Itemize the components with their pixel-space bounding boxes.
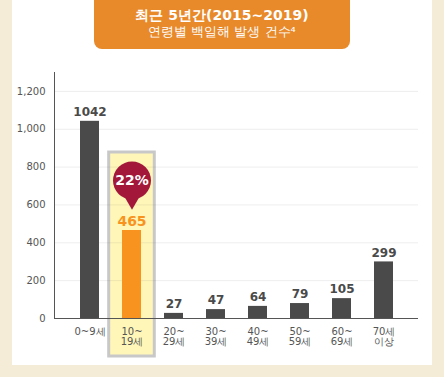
svg-text:1,200: 1,200: [17, 86, 46, 97]
svg-text:30~39세: 30~39세: [205, 326, 228, 347]
svg-text:400: 400: [26, 237, 45, 248]
html-text:최근 5년간(2015~2019): 최근 5년간(2015~2019): [135, 7, 309, 23]
svg-text:40~49세: 40~49세: [247, 326, 270, 347]
svg-text:0: 0: [39, 313, 45, 324]
svg-text:60~69세: 60~69세: [331, 326, 354, 347]
svg-text:1042: 1042: [73, 105, 106, 119]
svg-text:0~9세: 0~9세: [74, 326, 105, 337]
svg-text:600: 600: [26, 199, 45, 210]
svg-text:105: 105: [329, 282, 354, 296]
svg-text:20~29세: 20~29세: [163, 326, 186, 347]
html-text:연령별 백일해 발생 건수⁴: 연령별 백일해 발생 건수⁴: [148, 24, 296, 40]
svg-text:299: 299: [371, 246, 396, 260]
svg-text:27: 27: [166, 297, 183, 311]
svg-text:70세이상: 70세이상: [373, 326, 396, 347]
svg-text:47: 47: [208, 293, 225, 307]
svg-text:465: 465: [117, 213, 146, 229]
svg-text:64: 64: [250, 290, 267, 304]
svg-text:79: 79: [292, 287, 309, 301]
svg-text:1,000: 1,000: [17, 123, 46, 134]
svg-text:800: 800: [26, 161, 45, 172]
svg-text:50~59세: 50~59세: [289, 326, 312, 347]
svg-text:10~19세: 10~19세: [121, 326, 144, 347]
svg-text:22%: 22%: [115, 172, 149, 188]
svg-text:200: 200: [26, 275, 45, 286]
